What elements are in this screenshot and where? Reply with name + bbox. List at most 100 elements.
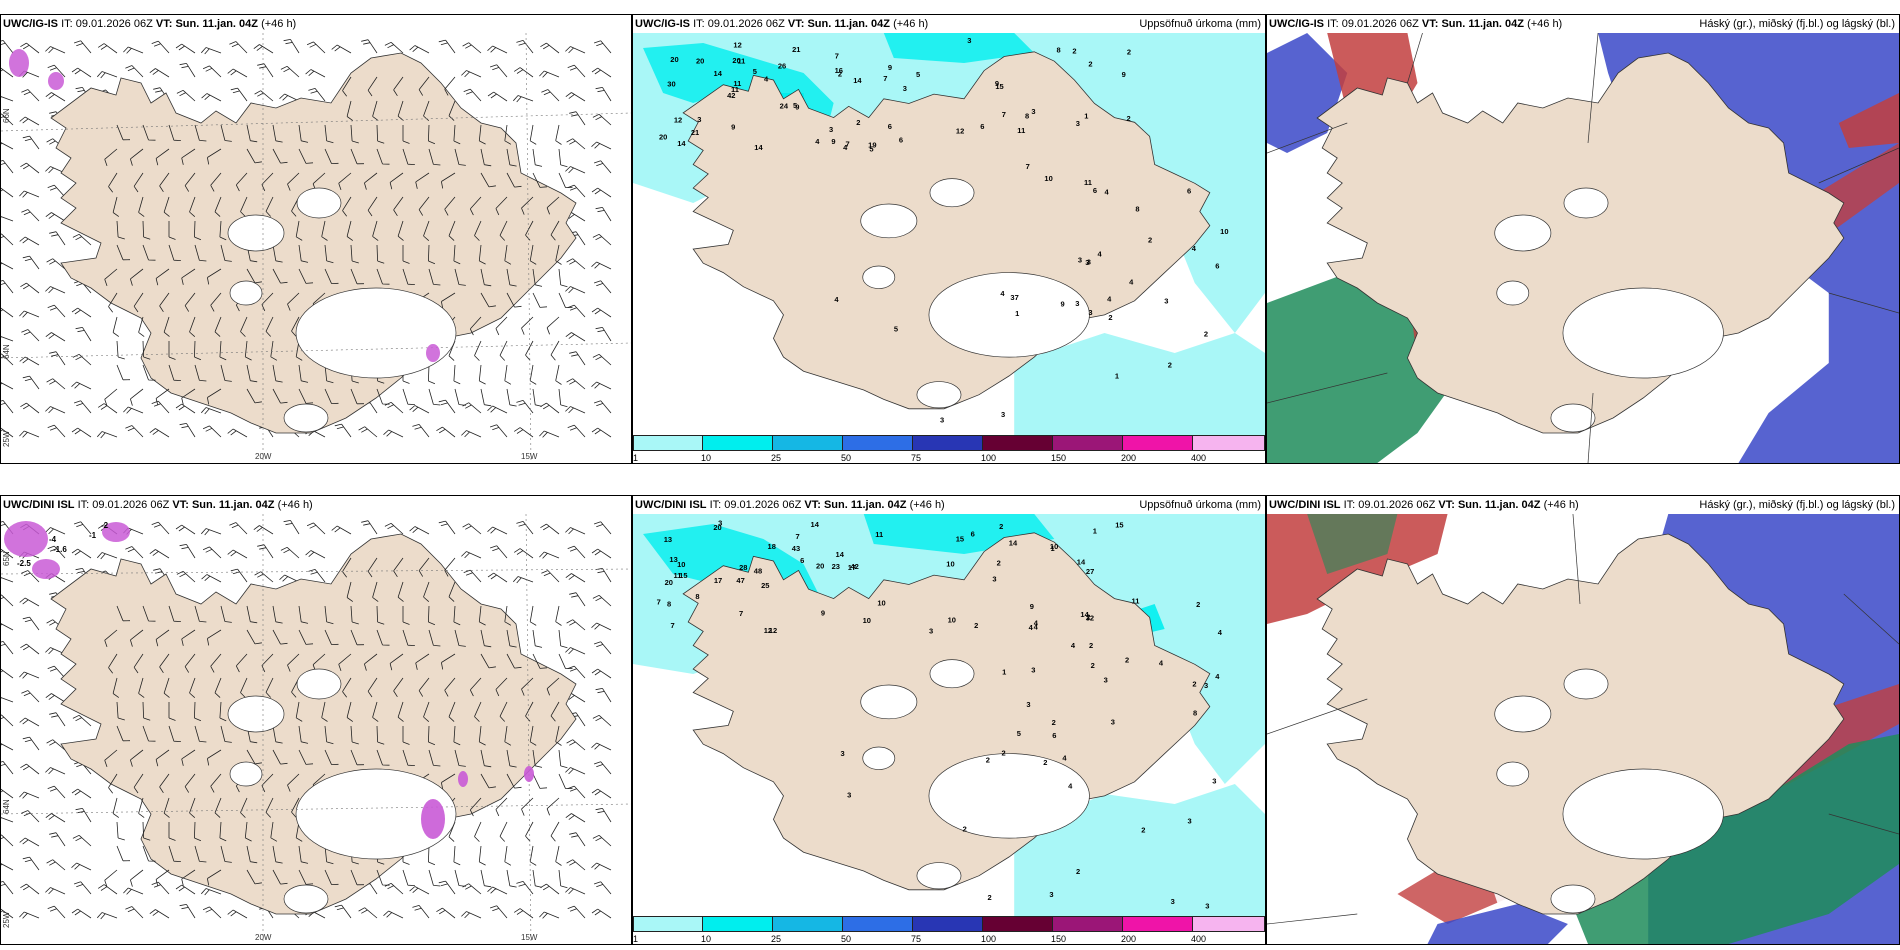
wind-barb	[324, 605, 334, 625]
wind-barb	[338, 172, 352, 191]
cloud-map[interactable]	[1267, 514, 1899, 944]
wind-barb	[376, 629, 390, 646]
wind-barb	[346, 220, 354, 241]
precip-value: 11	[875, 530, 883, 539]
wind-barb	[194, 340, 202, 361]
hatch-top-left	[9, 49, 440, 362]
precip-map[interactable]: 9307422614205121420211149201214241611911…	[633, 33, 1265, 437]
wind-barb	[525, 340, 534, 361]
wind-barb	[229, 41, 248, 54]
wind-barb	[219, 821, 227, 842]
precip-value: 27	[1086, 567, 1094, 576]
legend-label: 1	[633, 934, 639, 944]
wind-barb	[569, 351, 586, 366]
wind-barb	[272, 725, 283, 744]
wind-barb	[246, 268, 262, 284]
wind-barb	[595, 808, 612, 823]
wind-barb	[555, 364, 562, 385]
lon-label-20w: 20W	[255, 933, 272, 942]
precip-value: 11	[674, 571, 682, 580]
precip-value: 28	[739, 563, 747, 572]
precip-value: 8	[695, 592, 699, 601]
wind-barb	[1, 697, 14, 703]
wind-barb	[45, 887, 66, 895]
panel-title: UWC/IG-IS IT: 09.01.2026 06Z VT: Sun. 11…	[3, 18, 297, 30]
wind-barb	[308, 88, 326, 102]
wind-barb	[595, 327, 612, 342]
precip-value: 2	[1108, 313, 1112, 322]
wind-barb	[438, 520, 456, 535]
precip-value: 12	[956, 127, 964, 136]
wind-barb	[202, 65, 222, 78]
wind-barb	[19, 837, 40, 847]
wind-map[interactable]	[1, 33, 631, 463]
wind-barb	[159, 773, 170, 794]
wind-barb	[469, 797, 482, 817]
wind-barb	[525, 220, 534, 241]
precip-value: 14	[853, 76, 862, 85]
wind-barb	[19, 190, 40, 198]
wind-barb	[525, 701, 534, 722]
precip-value: 6	[899, 136, 903, 145]
wind-barb	[592, 353, 612, 366]
wind-barb	[179, 904, 196, 919]
wind-barb	[230, 568, 248, 583]
glacier-outlines	[227, 668, 457, 914]
wind-barb	[591, 548, 612, 559]
wind-barb	[565, 92, 586, 102]
wind-barb	[499, 220, 508, 241]
wind-barb	[194, 821, 202, 842]
wind-barb	[454, 148, 466, 166]
wind-barb	[130, 629, 144, 647]
lon-label-20w: 20W	[255, 452, 272, 461]
wind-barb	[489, 424, 508, 438]
wind-barb	[220, 845, 232, 863]
wind-barb	[1, 427, 14, 438]
precip-map[interactable]: 3717472515134320184872017121271468101142…	[633, 514, 1265, 918]
legend-label: 400	[1191, 934, 1207, 944]
wind-barb	[342, 196, 352, 217]
wind-barb	[246, 845, 258, 864]
wind-barb	[184, 172, 196, 192]
wind-barb	[155, 749, 170, 767]
precip-value: 12	[733, 40, 741, 49]
wind-barb	[474, 220, 482, 241]
legend-label: 10	[701, 453, 712, 463]
wind-barb	[104, 268, 118, 287]
wind-barb	[506, 869, 517, 888]
wind-barb	[45, 286, 66, 294]
wind-barb	[298, 268, 314, 284]
glacier	[1496, 761, 1530, 787]
glacier-outlines	[227, 187, 457, 433]
glacier	[929, 178, 975, 208]
wind-barb	[201, 574, 222, 583]
wind-barb	[324, 869, 339, 885]
cloud-map[interactable]	[1267, 33, 1899, 463]
precip-value: 6	[1187, 187, 1191, 196]
precip-value: 15	[679, 571, 687, 580]
wind-map[interactable]: -2 -1 -1.6 -2.5 -4	[1, 514, 631, 944]
wind-barb	[46, 378, 66, 390]
precip-value: 18	[768, 542, 776, 551]
wind-barb	[1, 761, 14, 775]
legend-swatch-10	[703, 916, 773, 932]
precip-value: 4	[1107, 294, 1112, 303]
wind-barb	[595, 207, 612, 222]
wind-barb	[125, 65, 144, 78]
wind-barb	[257, 63, 274, 78]
wind-barb	[591, 427, 612, 438]
wind-barb	[201, 407, 222, 415]
precip-value: 9	[831, 137, 835, 146]
wind-barb	[49, 351, 66, 366]
wind-barb	[176, 89, 196, 102]
wind-barb	[478, 605, 486, 626]
wind-barb	[376, 725, 385, 745]
precip-value: 14	[1080, 610, 1089, 619]
lat-label-64n: 64N	[2, 344, 11, 359]
wind-barb	[540, 523, 560, 535]
legend-label: 50	[841, 453, 852, 463]
wind-barb	[592, 834, 612, 847]
legend-label: 200	[1121, 934, 1137, 944]
wind-barb	[567, 304, 586, 318]
wind-barb	[108, 172, 118, 193]
